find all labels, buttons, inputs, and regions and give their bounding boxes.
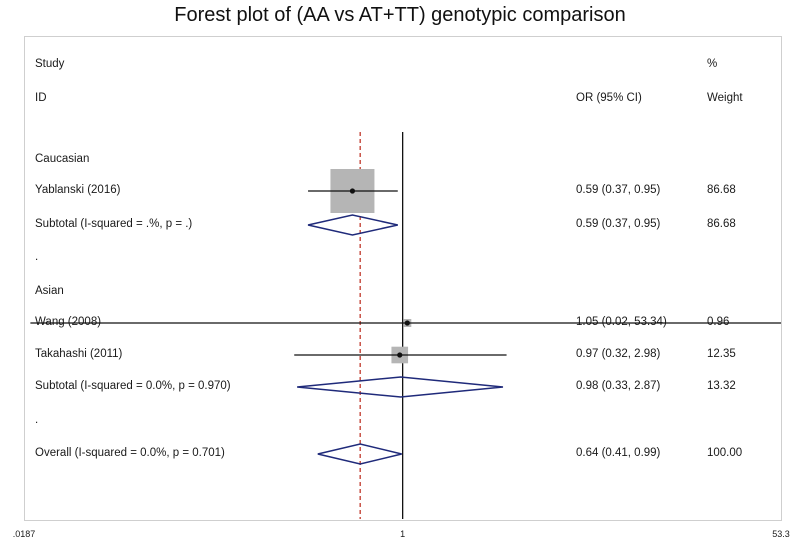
row-or-ci: 0.98 (0.33, 2.87) <box>576 380 661 392</box>
row-weight: 86.68 <box>707 218 736 230</box>
row-label-group: Caucasian <box>35 153 90 165</box>
row-weight: 86.68 <box>707 184 736 196</box>
study-point-estimate <box>404 320 410 326</box>
header-percent: % <box>707 58 718 70</box>
study-point-estimate <box>349 188 356 194</box>
chart-title: Forest plot of (AA vs AT+TT) genotypic c… <box>174 4 626 26</box>
row-label-group: Asian <box>35 285 64 297</box>
x-tick-label: 1 <box>400 529 406 539</box>
row-label-study: Takahashi (2011) <box>35 348 123 360</box>
subtotal-diamond <box>297 376 504 398</box>
row-or-ci: 0.64 (0.41, 0.99) <box>576 447 661 459</box>
row-or-ci: 0.59 (0.37, 0.95) <box>576 184 661 196</box>
row-label-spacer: . <box>35 251 39 263</box>
row-weight: 12.35 <box>707 348 736 360</box>
x-tick-label: 53.3 <box>772 529 790 539</box>
header-weight: Weight <box>707 92 743 104</box>
row-or-ci: 0.97 (0.32, 2.98) <box>576 348 661 360</box>
row-label-subtotal: Subtotal (I-squared = .%, p = .) <box>35 218 193 230</box>
row-label-subtotal: Subtotal (I-squared = 0.0%, p = 0.970) <box>35 380 231 392</box>
row-label-overall: Overall (I-squared = 0.0%, p = 0.701) <box>35 447 225 459</box>
row-or-ci: 1.05 (0.02, 53.34) <box>576 316 667 328</box>
overall-diamond <box>317 443 402 465</box>
row-weight: 0.96 <box>707 316 730 328</box>
header-or-ci: OR (95% CI) <box>576 92 642 104</box>
subtotal-diamond <box>307 214 398 236</box>
row-label-spacer: . <box>35 414 39 426</box>
row-weight: 100.00 <box>707 447 743 459</box>
row-label-study: Wang (2008) <box>35 316 102 328</box>
header-id: ID <box>35 92 47 104</box>
row-label-study: Yablanski (2016) <box>35 184 121 196</box>
study-point-estimate <box>397 352 403 358</box>
x-tick-label: .0187 <box>12 529 36 539</box>
header-study: Study <box>35 58 65 70</box>
row-or-ci: 0.59 (0.37, 0.95) <box>576 218 661 230</box>
row-weight: 13.32 <box>707 380 736 392</box>
